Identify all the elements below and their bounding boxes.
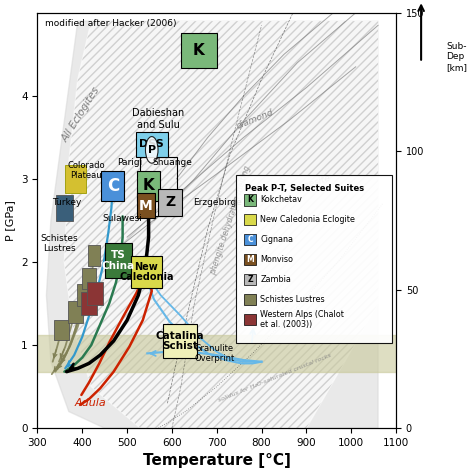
Bar: [163, 324, 198, 357]
Text: Catalina
Schist: Catalina Schist: [155, 330, 204, 351]
Bar: [140, 157, 177, 216]
Y-axis label: P [GPa]: P [GPa]: [6, 200, 16, 241]
Polygon shape: [64, 21, 378, 428]
Bar: [88, 245, 100, 266]
Bar: [137, 193, 155, 218]
Text: Kokchetav: Kokchetav: [261, 195, 302, 204]
Text: M: M: [139, 199, 153, 212]
Text: Shuange: Shuange: [152, 158, 192, 167]
Bar: [244, 234, 256, 246]
Text: Schistes Lustres: Schistes Lustres: [261, 295, 325, 304]
Text: Z: Z: [165, 195, 175, 209]
Text: diamond: diamond: [235, 108, 275, 131]
Text: modified after Hacker (2006): modified after Hacker (2006): [45, 19, 176, 28]
Text: All Eclogites: All Eclogites: [61, 85, 102, 144]
FancyBboxPatch shape: [237, 175, 392, 343]
X-axis label: Temperature [°C]: Temperature [°C]: [143, 454, 291, 468]
Text: TS
China: TS China: [101, 250, 135, 271]
Bar: [158, 189, 182, 216]
Text: Erzgebirge: Erzgebirge: [193, 198, 242, 207]
Text: phengite dehydration melting: phengite dehydration melting: [208, 165, 252, 276]
Bar: [105, 243, 132, 278]
Bar: [55, 320, 69, 340]
Bar: [68, 301, 83, 323]
Bar: [131, 256, 162, 288]
Bar: [244, 293, 256, 305]
Text: C: C: [107, 177, 119, 195]
Ellipse shape: [146, 137, 158, 163]
Text: K: K: [193, 43, 205, 58]
Bar: [244, 214, 256, 226]
Text: K: K: [247, 195, 253, 204]
Bar: [244, 194, 256, 206]
Polygon shape: [37, 335, 396, 372]
Text: C: C: [247, 235, 253, 244]
Bar: [244, 254, 256, 265]
Text: M: M: [246, 255, 254, 264]
Text: K: K: [143, 178, 155, 193]
Bar: [87, 282, 103, 305]
Text: Cignana: Cignana: [261, 235, 293, 244]
Bar: [181, 33, 217, 68]
Bar: [136, 132, 168, 156]
Text: solidus for H₂O-saturated crustal rocks: solidus for H₂O-saturated crustal rocks: [218, 353, 332, 403]
Text: Dabieshan
and Sulu: Dabieshan and Sulu: [132, 109, 184, 130]
Bar: [101, 171, 124, 201]
Text: Adula: Adula: [74, 398, 106, 408]
Bar: [244, 313, 256, 325]
Bar: [77, 284, 91, 306]
Text: Sub-
Dep
[km]: Sub- Dep [km]: [446, 42, 467, 72]
Text: Western Alps (Chalot
et al. (2003)): Western Alps (Chalot et al. (2003)): [261, 310, 344, 329]
Text: coesite: coesite: [299, 174, 332, 192]
Text: Parigi: Parigi: [117, 158, 142, 167]
Bar: [244, 273, 256, 285]
Bar: [82, 268, 96, 290]
Text: Peak P-T, Selected Suites: Peak P-T, Selected Suites: [246, 184, 365, 193]
Text: New
Caledonia: New Caledonia: [119, 262, 173, 283]
Text: P: P: [148, 145, 156, 155]
Text: Colorado
Plateau: Colorado Plateau: [67, 161, 105, 181]
Text: Z: Z: [247, 275, 253, 284]
Text: Turkey: Turkey: [52, 198, 81, 207]
Bar: [81, 292, 97, 315]
Text: Schistes
Lustres: Schistes Lustres: [40, 234, 78, 254]
Text: DSS: DSS: [139, 139, 164, 149]
Text: Sulawesi: Sulawesi: [103, 214, 143, 223]
Text: Granulite
Overprint: Granulite Overprint: [194, 344, 235, 363]
Bar: [137, 171, 160, 201]
Text: Monviso: Monviso: [261, 255, 293, 264]
Bar: [56, 195, 73, 221]
Text: Zambia: Zambia: [261, 275, 292, 284]
Polygon shape: [46, 21, 378, 428]
Bar: [65, 165, 86, 193]
Text: New Caledonia Eclogite: New Caledonia Eclogite: [261, 215, 356, 224]
